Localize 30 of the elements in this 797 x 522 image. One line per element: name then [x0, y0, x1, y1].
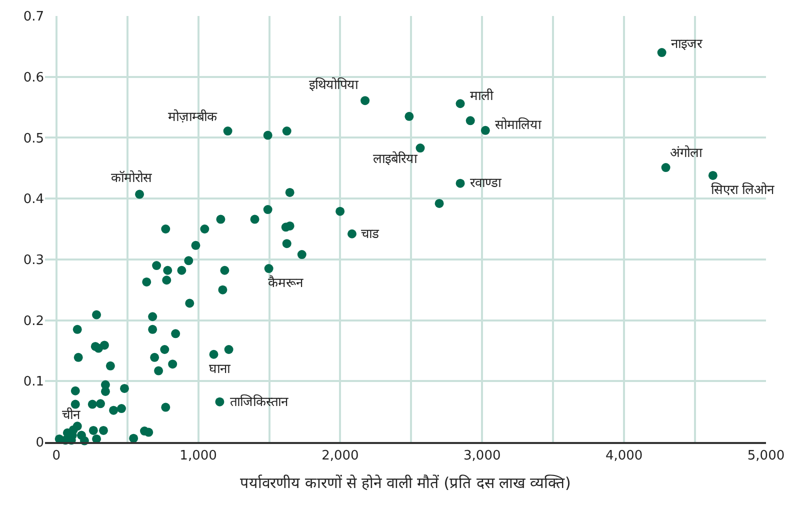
annotation: चीन	[62, 407, 81, 423]
annotation: अंगोला	[670, 145, 703, 161]
y-tick-label: 0.5	[23, 131, 44, 146]
y-tick-label: 0	[36, 436, 44, 451]
y-tick-label: 0.3	[23, 252, 44, 268]
annotation: रवाण्डा	[470, 176, 502, 191]
x-tick-label: 0	[52, 448, 60, 464]
x-tick-label: 5,000	[747, 448, 785, 464]
x-axis-title: पर्यावरणीय कारणों से होने वाली मौतें (प्रति दस लाख व्यक्ति)	[240, 474, 571, 492]
annotation: लाइबेरिया	[373, 151, 418, 167]
y-tick-label: 0.4	[23, 192, 44, 208]
y-tick-label: 0.7	[23, 10, 44, 25]
x-tick-label: 3,000	[464, 448, 501, 464]
annotation: सोमालिया	[495, 117, 542, 133]
annotation: नाइजर	[671, 37, 703, 52]
annotation: मोज़ाम्बीक	[168, 109, 218, 125]
y-tick-label: 0.2	[23, 314, 44, 329]
x-tick-label: 2,000	[322, 448, 359, 464]
y-tick-label: 0.1	[23, 374, 44, 390]
y-tick-label: 0.6	[23, 70, 44, 86]
annotation: चाड	[361, 227, 380, 242]
annotation: इथियोपिया	[309, 77, 359, 93]
x-tick-label: 1,000	[180, 448, 217, 464]
annotation: ताजिकिस्तान	[230, 394, 289, 410]
x-tick-label: 4,000	[605, 448, 643, 464]
annotation: घाना	[209, 362, 231, 377]
annotation: सिएरा लिओन	[711, 182, 776, 198]
annotation: कॉमोरोस	[111, 170, 152, 186]
annotation: कैमरून	[268, 275, 304, 291]
annotation: माली	[470, 88, 494, 104]
